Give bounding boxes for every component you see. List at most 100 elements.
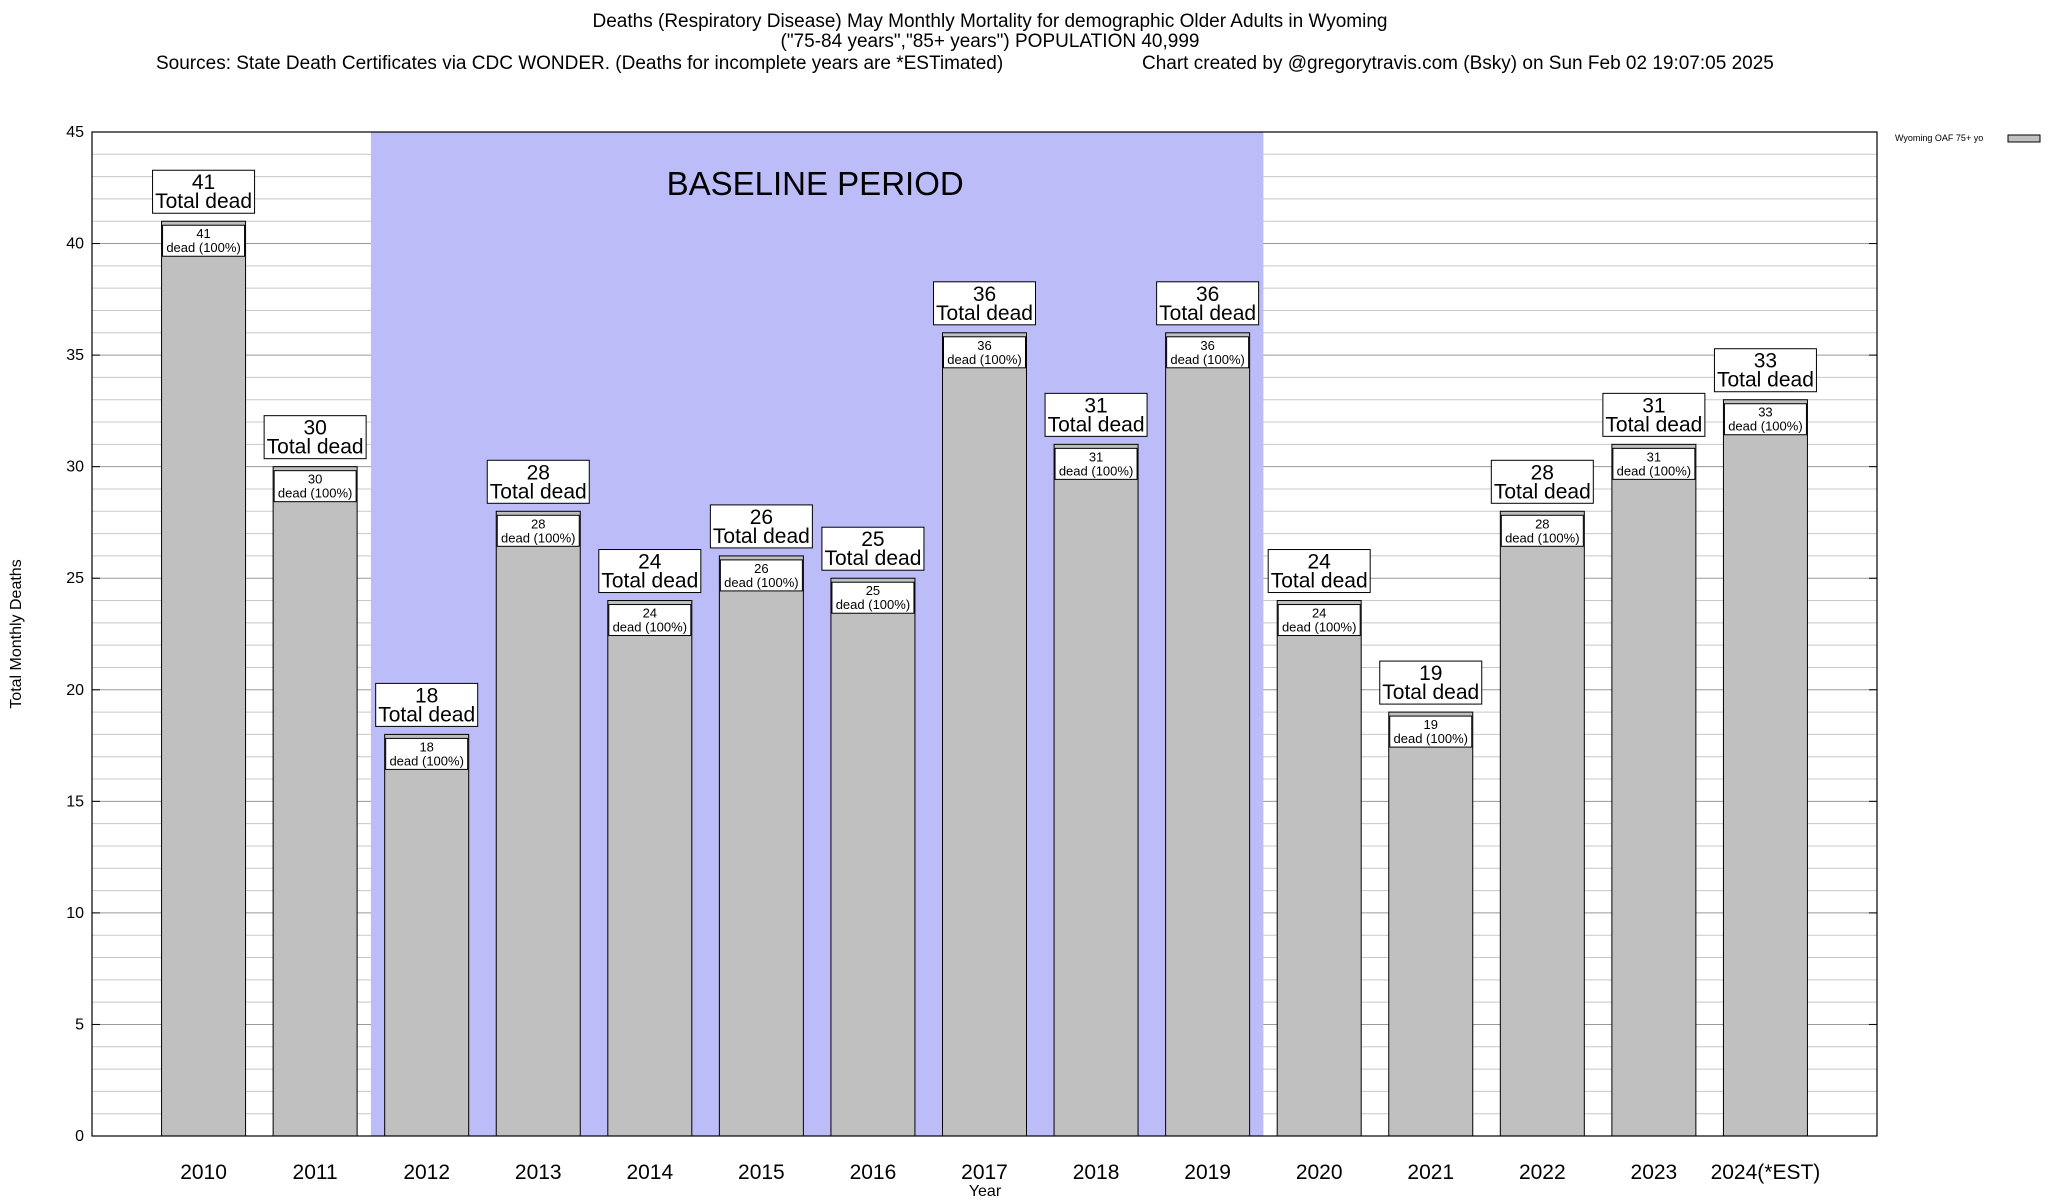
bar-inner-label-box [496,514,580,547]
x-tick-label: 2012 [403,1161,450,1184]
x-tick-label: 2022 [1519,1161,1566,1184]
bar [607,600,693,1137]
legend-swatch [2007,134,2041,143]
bar-total-label-box [152,169,256,214]
bar-total-value: 28 [1531,461,1554,484]
bar-total-label-box [375,682,479,727]
bar-inner-percent: dead (100%) [389,753,463,768]
bar [161,220,247,1137]
bar-inner-value: 36 [977,338,991,353]
bar [1053,443,1139,1137]
bar-total-text: Total dead [713,525,810,548]
bar-inner-value: 18 [419,739,433,754]
bar-total-text: Total dead [490,480,587,503]
bar-inner-value: 26 [754,561,768,576]
y-tick-label: 35 [66,347,84,364]
bar-inner-percent: dead (100%) [278,486,352,501]
chart-title-block: Deaths (Respiratory Disease) May Monthly… [0,12,1980,52]
bar-total-text: Total dead [601,570,698,593]
bar-total-label-box [598,549,702,594]
bar-total-label-box [1713,348,1817,393]
x-tick-label: 2019 [1184,1161,1231,1184]
bar-inner-label-box [1723,403,1807,436]
chart-subtitle: ("75-84 years","85+ years") POPULATION 4… [780,31,1200,52]
bar-total-value: 24 [638,551,662,574]
bar-inner-value: 28 [1535,516,1549,531]
bar-inner-value: 31 [1647,449,1661,464]
bar-inner-label-box [162,224,246,257]
bar-inner-label-box [1389,715,1473,748]
bar-total-text: Total dead [936,302,1033,325]
bar-inner-value: 41 [196,226,210,241]
bar [1388,711,1474,1137]
y-tick-label: 0 [75,1128,84,1145]
bar-total-label-box [1490,459,1594,504]
bar-inner-label-box [608,604,692,637]
baseline-label: BASELINE PERIOD [667,165,964,202]
bar [384,733,470,1137]
bar [1722,399,1808,1137]
bar-inner-value: 30 [308,472,322,487]
bar-inner-label-box [385,737,469,770]
bar [718,555,804,1137]
bar-inner-label-box [1612,447,1696,480]
bar-inner-percent: dead (100%) [166,240,240,255]
bar-inner-label-box [273,470,357,503]
bar-inner-value: 31 [1089,449,1103,464]
y-tick-label: 5 [75,1016,84,1033]
bar-total-text: Total dead [378,703,475,726]
bar-total-text: Total dead [1271,570,1368,593]
bar-inner-percent: dead (100%) [1617,463,1691,478]
bar-total-label-box [486,459,590,504]
bar-total-text: Total dead [1159,302,1256,325]
bar-total-value: 26 [750,506,773,529]
bar-total-text: Total dead [1048,413,1145,436]
bar-total-value: 31 [1642,394,1665,417]
y-tick-label: 15 [66,793,84,810]
bar-inner-percent: dead (100%) [1282,620,1356,635]
bar-inner-value: 36 [1200,338,1214,353]
bar-total-label-box [1156,281,1260,326]
bar-inner-percent: dead (100%) [836,597,910,612]
bar-total-value: 36 [973,283,996,306]
y-tick-label: 25 [66,570,84,587]
axes: 2010 2011 2012 2013 2014 2015 2016 2017 2018 2019… [8,124,1878,1200]
bar [495,510,581,1137]
x-tick-label: 2015 [738,1161,785,1184]
y-tick-label: 10 [66,905,84,922]
bar-total-label-box [1602,392,1706,437]
bar-total-text: Total dead [1494,480,1591,503]
bar-total-text: Total dead [824,547,921,570]
sources-note: Sources: State Death Certificates via CD… [156,53,1004,74]
bar-total-text: Total dead [155,190,252,213]
y-tick-label: 45 [66,124,84,141]
bar [1499,510,1585,1137]
legend: Wyoming OAF 75+ yo [1895,133,2041,143]
bar-total-label-box [821,526,925,571]
chart-credit: Chart created by @gregorytravis.com (Bsk… [1142,53,1774,74]
x-tick-label: 2020 [1296,1161,1343,1184]
bar-inner-percent: dead (100%) [1505,530,1579,545]
x-tick-label: 2013 [515,1161,562,1184]
bar-inner-percent: dead (100%) [1728,419,1802,434]
bar [1276,600,1362,1137]
x-tick-label: 2021 [1407,1161,1454,1184]
bar [272,466,358,1137]
chart-title: Deaths (Respiratory Disease) May Monthly… [592,11,1388,32]
bar-total-value: 25 [861,528,884,551]
bar-total-value: 18 [415,684,438,707]
bar-total-text: Total dead [267,436,364,459]
bar-total-label-box [263,415,367,460]
bar-total-label-box [709,504,813,549]
bar [830,577,916,1137]
x-tick-label: 2016 [850,1161,897,1184]
y-axis-title: Total Monthly Deaths [8,559,25,708]
bar-inner-percent: dead (100%) [947,352,1021,367]
bar-inner-label-box [719,559,803,592]
bar-inner-percent: dead (100%) [613,620,687,635]
bar-inner-label-box [1277,604,1361,637]
bar [1611,443,1697,1137]
x-tick-label: 2023 [1631,1161,1678,1184]
bar-total-text: Total dead [1382,681,1479,704]
